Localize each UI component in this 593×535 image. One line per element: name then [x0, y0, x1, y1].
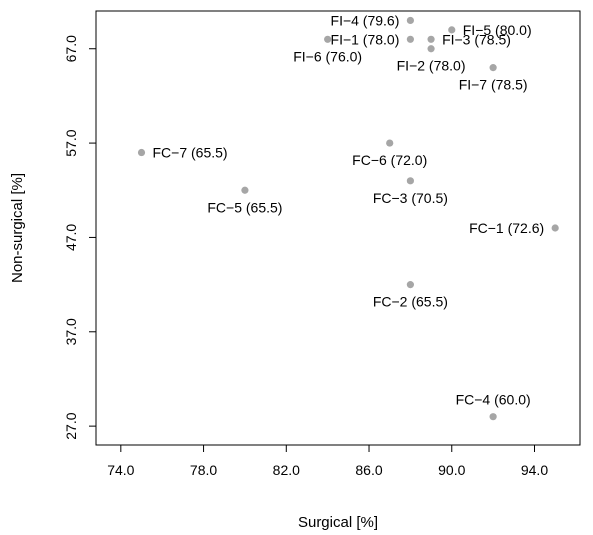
data-point	[406, 177, 414, 185]
data-point-label: FI−5 (80.0)	[463, 22, 532, 38]
data-point-label: FI−6 (76.0)	[293, 48, 362, 64]
x-axis-label: Surgical [%]	[298, 514, 378, 531]
data-point-label: FI−7 (78.5)	[459, 77, 528, 93]
y-tick-label: 37.0	[63, 318, 79, 345]
data-point	[489, 413, 497, 421]
data-point-label: FC−1 (72.6)	[469, 220, 544, 236]
plot-frame-group	[95, 10, 581, 446]
data-point-label: FC−6 (72.0)	[352, 152, 427, 168]
y-axis: 27.0 37.0 47.0 57.0 67.0	[63, 35, 96, 440]
data-point-label: FI−4 (79.6)	[331, 12, 400, 28]
x-tick-label: 90.0	[438, 462, 465, 478]
x-tick-label: 94.0	[521, 462, 548, 478]
plot-frame	[95, 10, 581, 446]
data-point-label: FC−4 (60.0)	[456, 392, 531, 408]
data-point	[406, 16, 414, 25]
data-point-label: FI−1 (78.0)	[331, 31, 400, 47]
data-point-label: FC−2 (65.5)	[373, 294, 448, 310]
y-tick-label: 67.0	[63, 35, 79, 62]
data-point	[427, 45, 435, 53]
data-point-label: FC−3 (70.5)	[373, 190, 448, 206]
data-point-label: FI−3 (78.5)	[442, 31, 511, 47]
data-point	[448, 26, 456, 34]
data-point	[406, 35, 414, 43]
data-point	[241, 186, 249, 194]
x-tick-label: 82.0	[273, 462, 300, 478]
data-points: FI−4 (79.6) FI−5 (80.0) FI−1 (78.0) FI−3 (7…	[137, 12, 559, 421]
y-axis-label: Non-surgical [%]	[9, 173, 26, 283]
data-point	[551, 224, 559, 232]
x-tick-label: 74.0	[107, 462, 134, 478]
x-tick-label: 86.0	[355, 462, 382, 478]
y-tick-label: 47.0	[63, 224, 79, 251]
data-point	[324, 35, 332, 43]
data-point	[386, 139, 394, 147]
data-point-label: FI−2 (78.0)	[397, 58, 466, 74]
x-tick-label: 78.0	[190, 462, 217, 478]
y-tick-label: 57.0	[63, 129, 79, 156]
data-point-label: FC−5 (65.5)	[207, 199, 282, 215]
y-tick-label: 27.0	[63, 412, 79, 439]
data-point	[489, 64, 497, 72]
data-point	[137, 148, 146, 157]
data-point-label: FC−7 (65.5)	[153, 145, 228, 161]
data-point	[427, 35, 435, 43]
x-axis: 74.0 78.0 82.0 86.0 90.0 94.0	[107, 445, 548, 478]
data-point	[406, 281, 414, 289]
